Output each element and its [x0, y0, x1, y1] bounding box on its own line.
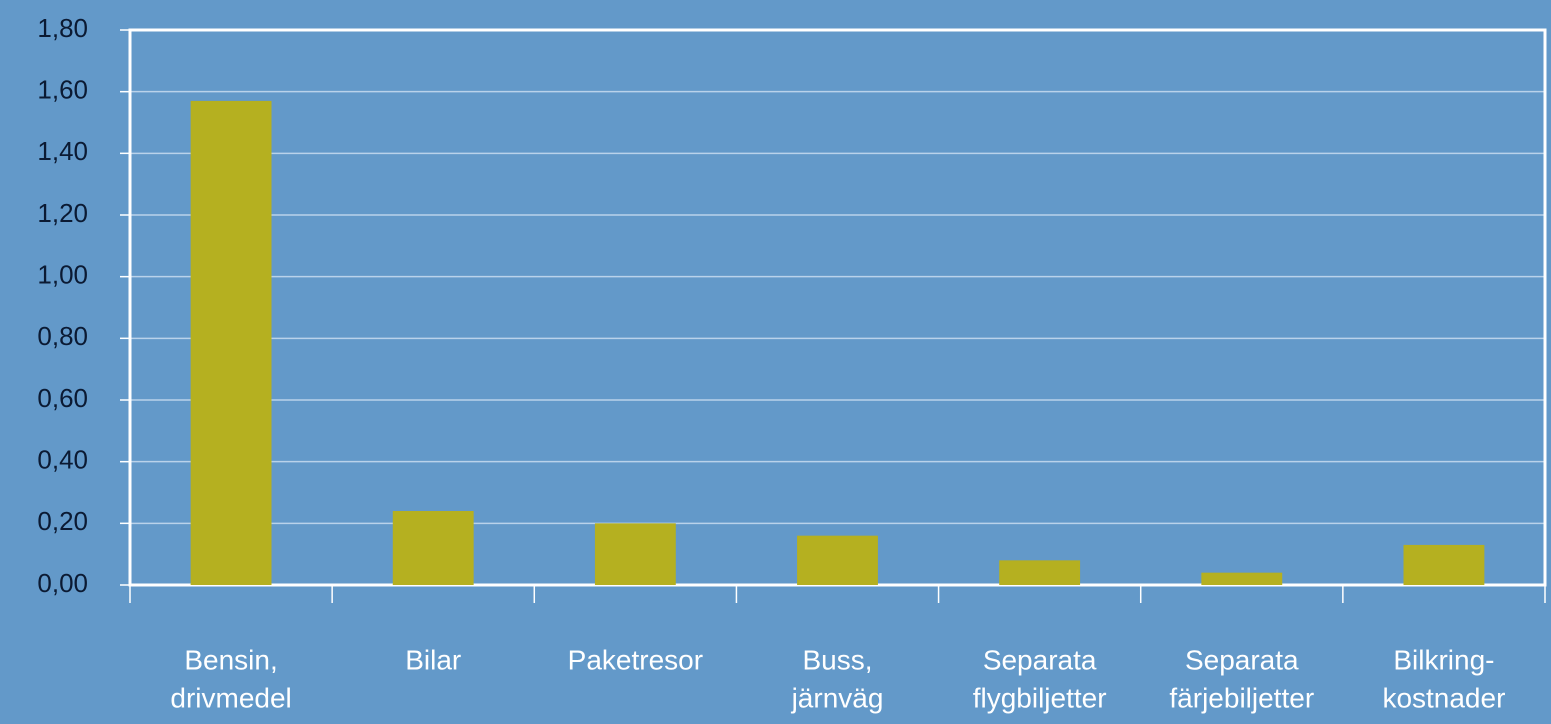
x-tick-label: flygbiljetter: [973, 682, 1107, 713]
y-tick-label: 0,40: [37, 445, 88, 475]
x-tick-label: Separata: [1185, 644, 1299, 675]
y-tick-label: 0,80: [37, 321, 88, 351]
x-tick-label: Separata: [983, 644, 1097, 675]
bar: [594, 523, 676, 585]
y-tick-label: 1,20: [37, 198, 88, 228]
x-tick-label: färjebiljetter: [1169, 682, 1314, 713]
bar: [190, 100, 272, 586]
y-tick-label: 0,20: [37, 506, 88, 536]
x-tick-label: Bensin,: [184, 644, 277, 675]
x-tick-label: Bilar: [405, 644, 461, 675]
x-tick-label: drivmedel: [170, 682, 291, 713]
y-tick-label: 1,60: [37, 75, 88, 105]
x-tick-label: Buss,: [802, 644, 872, 675]
x-tick-label: kostnader: [1382, 682, 1505, 713]
y-tick-label: 0,00: [37, 568, 88, 598]
bar: [797, 535, 878, 585]
y-tick-label: 1,00: [37, 260, 88, 290]
y-tick-label: 0,60: [37, 383, 88, 413]
bar: [392, 511, 474, 585]
bar: [1403, 544, 1485, 585]
y-tick-label: 1,40: [37, 136, 88, 166]
bar: [999, 560, 1081, 585]
y-tick-label: 1,80: [37, 13, 88, 43]
x-tick-label: järnväg: [791, 682, 884, 713]
bar: [1201, 572, 1283, 585]
x-tick-label: Paketresor: [568, 644, 703, 675]
x-tick-label: Bilkring-: [1393, 644, 1494, 675]
